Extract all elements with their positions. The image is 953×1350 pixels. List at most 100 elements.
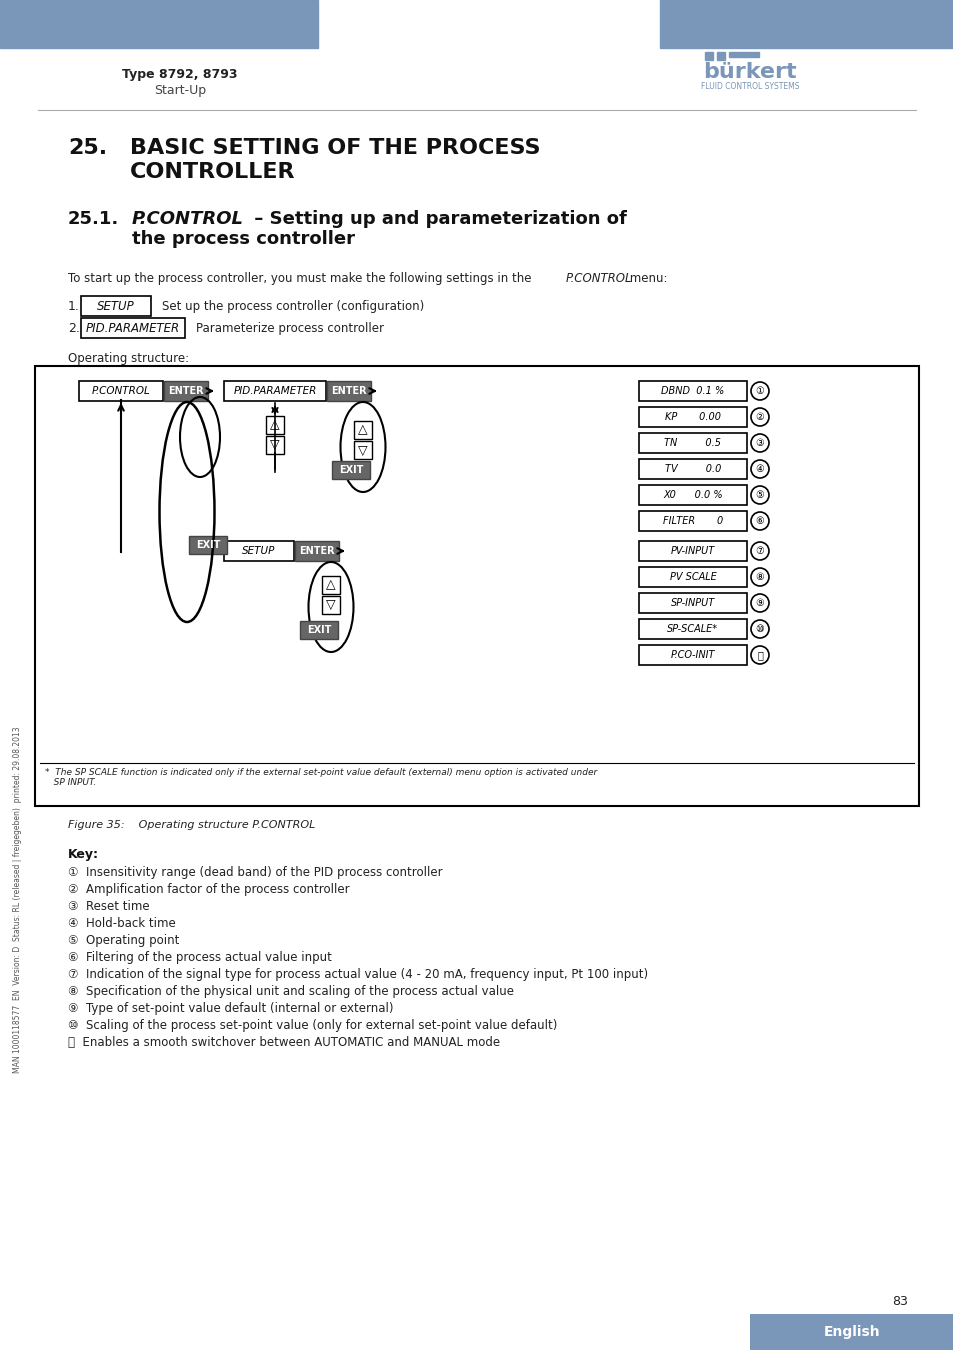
FancyBboxPatch shape: [354, 441, 372, 459]
Text: ③: ③: [755, 437, 763, 448]
FancyBboxPatch shape: [639, 567, 746, 587]
Circle shape: [750, 512, 768, 531]
Text: SP-SCALE*: SP-SCALE*: [667, 624, 718, 634]
Text: ▽: ▽: [357, 444, 368, 456]
Text: TN         0.5: TN 0.5: [664, 437, 720, 448]
Text: PID.PARAMETER: PID.PARAMETER: [86, 321, 180, 335]
Circle shape: [750, 433, 768, 452]
FancyBboxPatch shape: [322, 595, 339, 614]
Text: ⑨: ⑨: [755, 598, 763, 608]
Text: KP       0.00: KP 0.00: [664, 412, 720, 423]
Text: PID.PARAMETER: PID.PARAMETER: [233, 386, 316, 396]
Text: bürkert: bürkert: [702, 62, 796, 82]
Text: 2.: 2.: [68, 323, 80, 335]
Circle shape: [750, 486, 768, 504]
Bar: [0, 0, 317, 49]
Text: ②: ②: [755, 412, 763, 423]
Text: ⑧  Specification of the physical unit and scaling of the process actual value: ⑧ Specification of the physical unit and…: [68, 986, 514, 998]
Text: ⑥  Filtering of the process actual value input: ⑥ Filtering of the process actual value …: [68, 950, 332, 964]
Text: the process controller: the process controller: [132, 230, 355, 248]
Text: ⑧: ⑧: [755, 572, 763, 582]
Text: ④: ④: [755, 464, 763, 474]
Circle shape: [750, 541, 768, 560]
Text: ⑩  Scaling of the process set-point value (only for external set-point value def: ⑩ Scaling of the process set-point value…: [68, 1019, 557, 1031]
FancyBboxPatch shape: [639, 433, 746, 454]
Text: ▽: ▽: [270, 439, 279, 451]
Text: menu:: menu:: [625, 271, 667, 285]
FancyBboxPatch shape: [639, 645, 746, 666]
Text: ⑥: ⑥: [755, 516, 763, 526]
FancyBboxPatch shape: [639, 593, 746, 613]
FancyBboxPatch shape: [639, 406, 746, 427]
Text: TV         0.0: TV 0.0: [664, 464, 720, 474]
FancyBboxPatch shape: [266, 436, 284, 454]
Text: PV SCALE: PV SCALE: [669, 572, 716, 582]
Text: ⑨  Type of set-point value default (internal or external): ⑨ Type of set-point value default (inter…: [68, 1002, 393, 1015]
Bar: [717, 53, 724, 59]
Circle shape: [750, 460, 768, 478]
FancyBboxPatch shape: [639, 381, 746, 401]
FancyBboxPatch shape: [189, 536, 227, 554]
Text: ⑤  Operating point: ⑤ Operating point: [68, 934, 179, 946]
Text: △: △: [357, 424, 368, 436]
Text: ④  Hold-back time: ④ Hold-back time: [68, 917, 175, 930]
Text: ⑪: ⑪: [757, 649, 762, 660]
FancyBboxPatch shape: [266, 416, 284, 433]
Text: EXIT: EXIT: [195, 540, 220, 549]
Circle shape: [750, 620, 768, 639]
Text: Type 8792, 8793: Type 8792, 8793: [122, 68, 237, 81]
Text: Parameterize process controller: Parameterize process controller: [195, 323, 384, 335]
Bar: [659, 0, 953, 49]
Text: 1.: 1.: [68, 300, 80, 313]
Text: Operating structure:: Operating structure:: [68, 352, 189, 365]
Text: P.CO-INIT: P.CO-INIT: [670, 649, 715, 660]
FancyBboxPatch shape: [164, 381, 208, 401]
FancyBboxPatch shape: [639, 485, 746, 505]
Text: ①: ①: [755, 386, 763, 396]
Bar: [749, 1314, 953, 1350]
Text: 83: 83: [891, 1295, 907, 1308]
Text: ENTER: ENTER: [299, 545, 335, 556]
Text: ⑩: ⑩: [755, 624, 763, 634]
Circle shape: [750, 594, 768, 612]
Text: FILTER       0: FILTER 0: [662, 516, 722, 526]
Text: FLUID CONTROL SYSTEMS: FLUID CONTROL SYSTEMS: [700, 82, 799, 90]
FancyBboxPatch shape: [639, 512, 746, 531]
Text: ⑦: ⑦: [755, 545, 763, 556]
Bar: [728, 53, 759, 57]
Text: 25.1.: 25.1.: [68, 211, 119, 228]
Text: *  The SP SCALE function is indicated only if the external set-point value defau: * The SP SCALE function is indicated onl…: [45, 768, 597, 787]
Text: ②  Amplification factor of the process controller: ② Amplification factor of the process co…: [68, 883, 349, 896]
Circle shape: [750, 408, 768, 427]
Text: PV-INPUT: PV-INPUT: [670, 545, 715, 556]
Text: Key:: Key:: [68, 848, 99, 861]
Text: BASIC SETTING OF THE PROCESS: BASIC SETTING OF THE PROCESS: [130, 138, 540, 158]
Bar: [704, 53, 712, 59]
Text: ⑦  Indication of the signal type for process actual value (4 - 20 mA, frequency : ⑦ Indication of the signal type for proc…: [68, 968, 647, 981]
FancyBboxPatch shape: [322, 576, 339, 594]
FancyBboxPatch shape: [81, 319, 185, 338]
FancyBboxPatch shape: [332, 460, 370, 479]
FancyBboxPatch shape: [354, 421, 372, 439]
Text: DBND  0.1 %: DBND 0.1 %: [660, 386, 724, 396]
Text: P.CONTROL: P.CONTROL: [91, 386, 151, 396]
Circle shape: [750, 382, 768, 400]
Text: 25.: 25.: [68, 138, 107, 158]
Text: P.CONTROL: P.CONTROL: [565, 271, 632, 285]
Text: ▽: ▽: [326, 598, 335, 612]
Text: To start up the process controller, you must make the following settings in the: To start up the process controller, you …: [68, 271, 535, 285]
FancyBboxPatch shape: [639, 459, 746, 479]
Text: English: English: [822, 1324, 880, 1339]
FancyBboxPatch shape: [639, 620, 746, 639]
Text: ENTER: ENTER: [331, 386, 366, 396]
FancyBboxPatch shape: [639, 541, 746, 562]
Text: ①  Insensitivity range (dead band) of the PID process controller: ① Insensitivity range (dead band) of the…: [68, 865, 442, 879]
Text: X0      0.0 %: X0 0.0 %: [662, 490, 722, 500]
FancyBboxPatch shape: [79, 381, 163, 401]
FancyBboxPatch shape: [327, 381, 371, 401]
FancyBboxPatch shape: [299, 621, 337, 639]
Circle shape: [750, 647, 768, 664]
Text: Start-Up: Start-Up: [153, 84, 206, 97]
Text: SP-INPUT: SP-INPUT: [670, 598, 715, 608]
Bar: [35, 366, 918, 806]
